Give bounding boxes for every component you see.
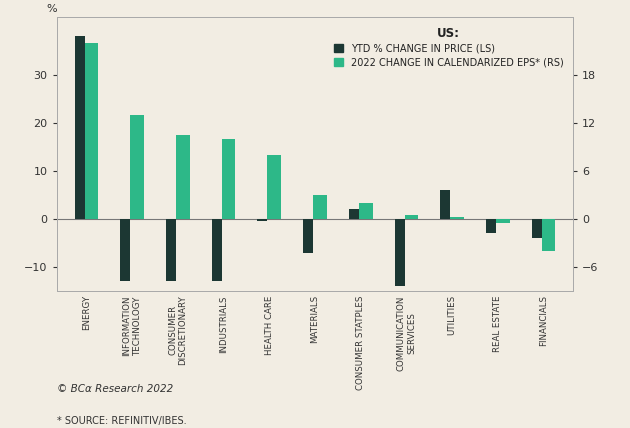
Bar <box>84 43 98 219</box>
Bar <box>212 219 222 282</box>
Bar <box>359 203 372 219</box>
Text: %: % <box>47 4 57 15</box>
Legend: YTD % CHANGE IN PRICE (LS), 2022 CHANGE IN CALENDARIZED EPS* (RS): YTD % CHANGE IN PRICE (LS), 2022 CHANGE … <box>332 25 566 69</box>
Bar <box>542 219 556 251</box>
Bar <box>176 135 190 219</box>
Bar <box>303 219 313 253</box>
Bar <box>450 217 464 219</box>
Bar <box>532 219 542 238</box>
Bar <box>404 215 418 219</box>
Bar <box>74 36 84 219</box>
Text: © BCα Research 2022: © BCα Research 2022 <box>57 383 173 394</box>
Bar <box>268 155 281 219</box>
Text: * SOURCE: REFINITIV/IBES.: * SOURCE: REFINITIV/IBES. <box>57 416 186 426</box>
Bar <box>130 115 144 219</box>
Bar <box>349 209 359 219</box>
Bar <box>166 219 176 282</box>
Bar <box>394 219 404 286</box>
Bar <box>258 219 268 221</box>
Bar <box>486 219 496 233</box>
Bar <box>120 219 130 282</box>
Bar <box>496 219 510 223</box>
Bar <box>440 190 450 219</box>
Bar <box>222 139 236 219</box>
Bar <box>313 195 327 219</box>
